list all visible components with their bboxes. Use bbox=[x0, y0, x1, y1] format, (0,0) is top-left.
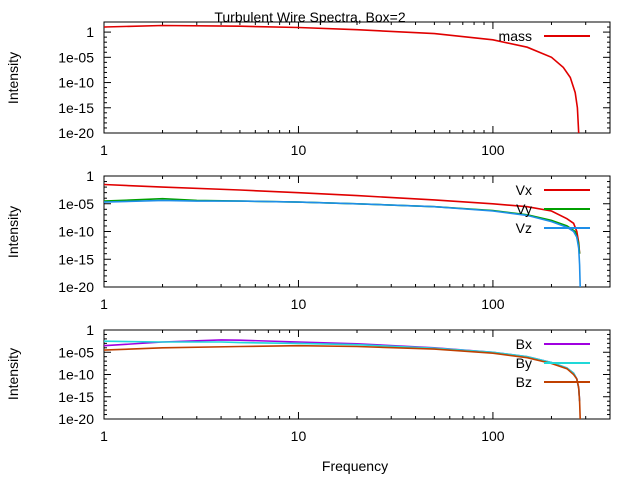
series-line-vz bbox=[104, 199, 581, 287]
y-tick-label: 1e-20 bbox=[58, 411, 94, 427]
y-tick-label: 1 bbox=[86, 322, 94, 338]
x-axis-label: Frequency bbox=[322, 458, 388, 474]
series-line-vx bbox=[104, 183, 581, 254]
series-lines bbox=[104, 24, 580, 133]
mass-spectrum-panel: 1 1e-05 1e-10 1e-15 1e-20 1 10 100 Intensity mass bbox=[5, 21, 611, 158]
x-tick-label: 100 bbox=[481, 428, 505, 444]
x-tick-label: 1 bbox=[100, 142, 108, 158]
y-tick-label: 1e-05 bbox=[58, 49, 94, 65]
x-tick-label: 10 bbox=[291, 296, 307, 312]
figure-title: Turbulent Wire Spectra, Box=2 bbox=[214, 9, 406, 25]
x-tick-label: 100 bbox=[481, 296, 505, 312]
y-axis-label: Intensity bbox=[5, 52, 21, 104]
y-tick-label: 1e-20 bbox=[58, 125, 94, 141]
legend-label-bz: Bz bbox=[516, 374, 532, 390]
y-tick-label: 1 bbox=[86, 168, 94, 184]
series-line-by bbox=[104, 340, 581, 402]
y-axis-label: Intensity bbox=[5, 348, 21, 400]
y-tick-label: 1e-15 bbox=[58, 389, 94, 405]
y-tick-label: 1e-05 bbox=[58, 196, 94, 212]
x-tick-label: 100 bbox=[481, 142, 505, 158]
legend-label-mass: mass bbox=[499, 28, 532, 44]
series-lines bbox=[104, 183, 581, 287]
velocity-spectrum-panel: 1 1e-05 1e-10 1e-15 1e-20 1 10 100 Intensity Vx Vy… bbox=[5, 168, 611, 312]
y-tick-label: 1e-05 bbox=[58, 344, 94, 360]
legend-label-vx: Vx bbox=[516, 182, 532, 198]
plot-frame bbox=[103, 175, 611, 288]
y-tick-label: 1e-10 bbox=[58, 367, 94, 383]
legend-label-vy: Vy bbox=[516, 201, 532, 217]
y-tick-label: 1e-20 bbox=[58, 279, 94, 295]
plot-frame bbox=[103, 21, 611, 134]
x-tick-label: 10 bbox=[291, 428, 307, 444]
y-tick-label: 1e-15 bbox=[58, 100, 94, 116]
series-lines bbox=[104, 339, 581, 419]
legend-label-vz: Vz bbox=[516, 220, 532, 236]
legend-label-by: By bbox=[516, 355, 532, 371]
y-tick-label: 1e-10 bbox=[58, 224, 94, 240]
x-tick-label: 10 bbox=[291, 142, 307, 158]
x-tick-label: 1 bbox=[100, 296, 108, 312]
series-line-vy bbox=[104, 197, 581, 254]
series-line-bx bbox=[104, 339, 581, 402]
y-axis-label: Intensity bbox=[5, 206, 21, 258]
series-line-mass bbox=[104, 24, 580, 133]
magnetic-spectrum-panel: 1 1e-05 1e-10 1e-15 1e-20 1 10 100 Intensity Bx By… bbox=[5, 322, 611, 444]
y-tick-label: 1e-10 bbox=[58, 75, 94, 91]
series-line-bz bbox=[104, 344, 581, 419]
y-tick-label: 1 bbox=[86, 24, 94, 40]
y-tick-label: 1e-15 bbox=[58, 251, 94, 267]
legend-label-bx: Bx bbox=[516, 336, 532, 352]
x-tick-label: 1 bbox=[100, 428, 108, 444]
